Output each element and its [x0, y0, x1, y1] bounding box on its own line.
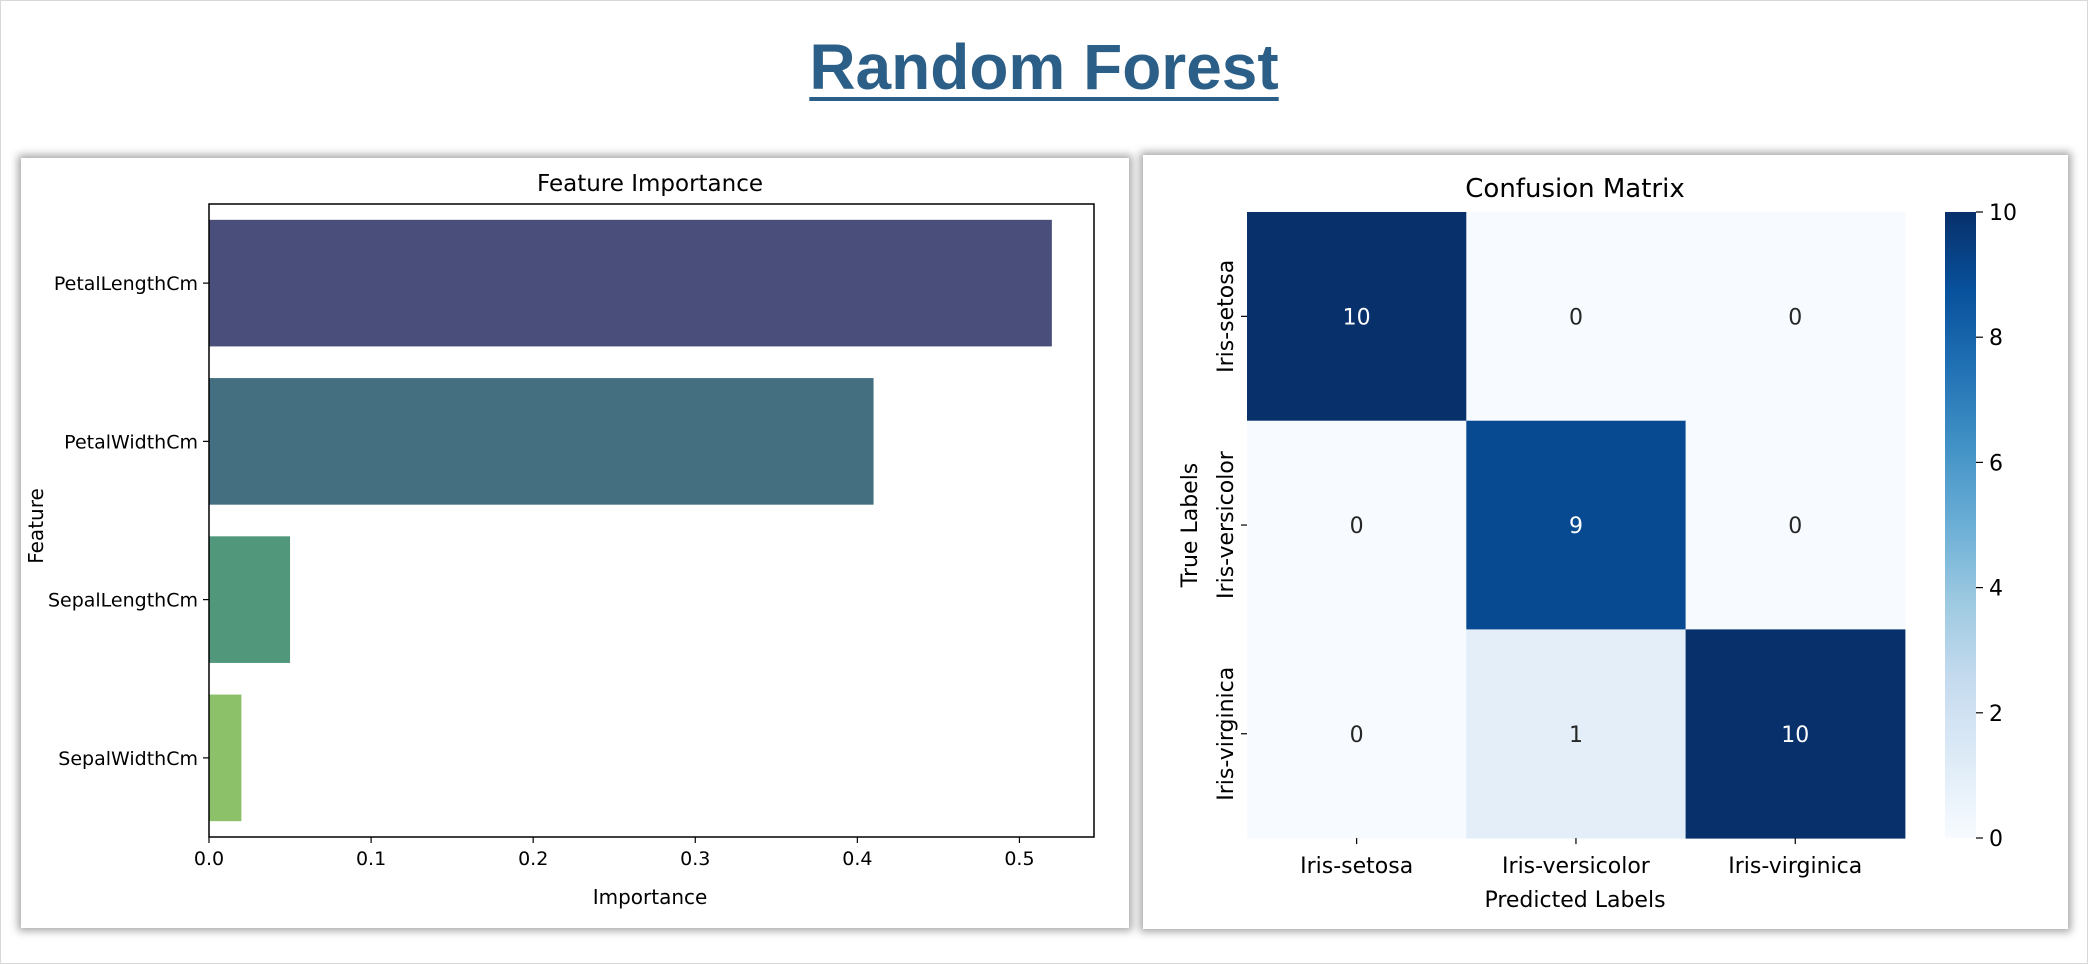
colorbar-tick-label: 8 [1989, 326, 2003, 351]
x-tick-label: 0.4 [842, 848, 872, 870]
bar-PetalLengthCm [209, 219, 1052, 347]
y-tick-label: Iris-versicolor [1214, 450, 1239, 599]
page-title: Random Forest [809, 31, 1279, 103]
y-tick-label: SepalLengthCm [48, 590, 198, 612]
cell-value-label: 10 [1781, 723, 1809, 748]
cell-value-label: 1 [1569, 723, 1583, 748]
y-tick-label: Iris-setosa [1214, 260, 1239, 373]
bar-SepalWidthCm [209, 694, 242, 822]
x-tick-label: 0.1 [356, 848, 386, 870]
heatmap-cell [1466, 629, 1687, 839]
feature-importance-chart: Feature Importance 0.0 0.1 0.2 0.3 0.4 0.5 Pe… [24, 171, 1095, 909]
x-tick-label: 0.2 [518, 848, 548, 870]
x-tick-label: 0.5 [1004, 848, 1034, 870]
heatmap-cell [1247, 420, 1467, 630]
colorbar-tick-label: 6 [1989, 451, 2003, 476]
y-tick-label: SepalWidthCm [58, 748, 198, 770]
chart-title: Feature Importance [537, 171, 763, 197]
x-tick-label: Iris-versicolor [1502, 854, 1651, 879]
y-tick-label: PetalLengthCm [54, 273, 198, 295]
colorbar-tick-label: 0 [1989, 827, 2003, 852]
colorbar-tick-label: 4 [1989, 577, 2003, 602]
cell-value-label: 0 [1350, 723, 1364, 748]
bar-SepalLengthCm [209, 536, 291, 663]
colorbar-tick-label: 2 [1989, 702, 2003, 727]
confusion-matrix-chart: Confusion Matrix 10 0 0 0 9 0 0 1 10 Iris-setosa… [1178, 174, 2017, 913]
cell-value-label: 0 [1788, 514, 1802, 539]
x-tick-label: Iris-setosa [1300, 854, 1413, 879]
feature-importance-panel: Feature Importance 0.0 0.1 0.2 0.3 0.4 0.5 Pe… [21, 158, 1129, 928]
colorbar [1945, 212, 1976, 838]
y-tick-label: PetalWidthCm [64, 431, 198, 453]
chart-title: Confusion Matrix [1465, 174, 1684, 204]
cell-value-label: 0 [1788, 305, 1802, 330]
heatmap-cell [1247, 212, 1467, 422]
heatmap-cell [1685, 420, 1906, 630]
heatmap-cell [1685, 629, 1906, 839]
x-tick-label: 0.3 [680, 848, 710, 870]
cell-value-label: 0 [1350, 514, 1364, 539]
y-tick-label: Iris-virginica [1214, 667, 1239, 801]
colorbar-tick-label: 10 [1989, 201, 2017, 226]
plot-frame [208, 203, 1095, 838]
cell-value-label: 0 [1569, 305, 1583, 330]
cell-value-label: 9 [1569, 514, 1583, 539]
y-axis-label: Feature [24, 488, 48, 564]
x-tick-label: Iris-virginica [1728, 854, 1862, 879]
cell-value-label: 10 [1343, 305, 1371, 330]
heatmap-cell [1685, 212, 1906, 422]
x-tick-label: 0.0 [194, 848, 224, 870]
x-axis-label: Importance [593, 885, 708, 909]
y-axis-label: True Labels [1178, 463, 1203, 589]
heatmap-cell [1466, 420, 1687, 630]
confusion-matrix-panel: Confusion Matrix 10 0 0 0 9 0 0 1 10 Iris-setosa… [1143, 155, 2068, 929]
heatmap-cell [1466, 212, 1687, 422]
bar-PetalWidthCm [209, 378, 874, 505]
x-axis-label: Predicted Labels [1484, 888, 1665, 913]
heatmap-cell [1247, 629, 1467, 839]
